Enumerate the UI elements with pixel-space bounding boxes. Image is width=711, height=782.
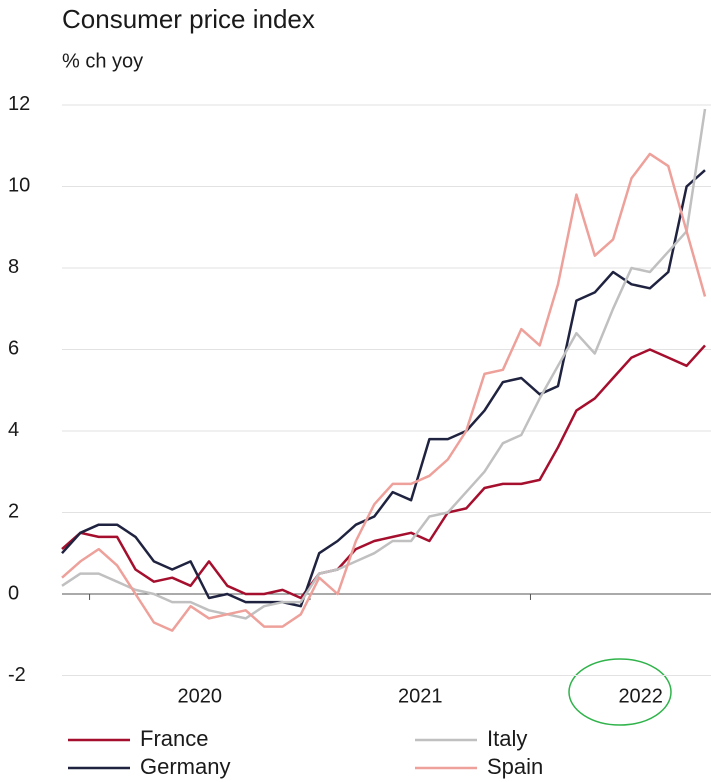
legend-label: Germany	[140, 754, 230, 779]
chart-subtitle: % ch yoy	[62, 50, 143, 72]
legend-label: Spain	[487, 754, 543, 779]
legend-label: France	[140, 726, 208, 751]
chart-title: Consumer price index	[62, 4, 315, 34]
y-tick-label: 8	[8, 256, 19, 278]
x-tick-label: 2021	[398, 685, 443, 707]
series-line	[61, 108, 707, 620]
y-tick-label: 12	[8, 93, 30, 115]
y-tick-label: 0	[8, 582, 19, 604]
series-line	[61, 152, 707, 632]
highlight-circle	[568, 658, 672, 726]
legend-label: Italy	[487, 726, 527, 751]
series-line	[61, 344, 706, 600]
y-tick-label: 10	[8, 175, 30, 197]
series-line	[61, 169, 706, 608]
y-tick-label: 6	[8, 338, 19, 360]
y-tick-label: 4	[8, 419, 19, 441]
y-tick-label: 2	[8, 501, 19, 523]
y-tick-label: -2	[8, 664, 26, 686]
x-tick-label: 2022	[618, 685, 663, 707]
x-tick-label: 2020	[178, 685, 223, 707]
